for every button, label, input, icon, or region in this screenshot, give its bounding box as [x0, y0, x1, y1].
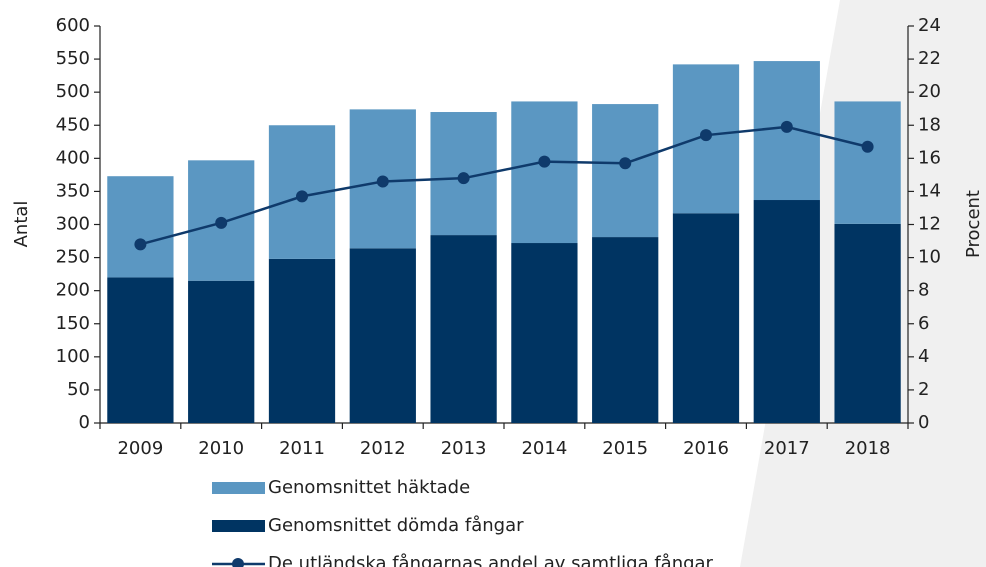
- legend-marker: [232, 558, 244, 567]
- y-tick-label: 50: [67, 379, 90, 400]
- y-tick-label: 550: [56, 48, 90, 69]
- y2-tick-label: 4: [918, 346, 929, 367]
- y2-tick-label: 6: [918, 313, 929, 334]
- line-point: [376, 175, 389, 188]
- x-tick-label: 2013: [441, 438, 487, 459]
- x-tick-label: 2016: [683, 438, 729, 459]
- y2-tick-label: 22: [918, 48, 941, 69]
- y-tick-label: 200: [56, 280, 90, 301]
- y2-tick-label: 18: [918, 114, 941, 135]
- bar: [834, 223, 901, 423]
- legend-label: Genomsnittet häktade: [268, 477, 470, 498]
- x-tick-label: 2015: [602, 438, 648, 459]
- line-point: [134, 238, 147, 251]
- y2-tick-label: 20: [918, 81, 941, 102]
- y-tick-label: 350: [56, 180, 90, 201]
- bar: [511, 101, 578, 244]
- y2-tick-label: 16: [918, 147, 941, 168]
- x-tick-label: 2011: [279, 438, 325, 459]
- bar: [107, 277, 174, 423]
- y2-axis-label: Procent: [963, 190, 984, 258]
- y-tick-label: 150: [56, 313, 90, 334]
- line: [140, 125, 868, 246]
- y-tick-label: 300: [56, 214, 90, 235]
- bar: [511, 243, 578, 423]
- legend-swatch: [212, 482, 265, 494]
- legend-label: Genomsnittet dömda fångar: [268, 515, 524, 536]
- line-point: [457, 172, 470, 185]
- y-tick-label: 400: [56, 147, 90, 168]
- x-tick-label: 2009: [117, 438, 163, 459]
- line-point: [619, 157, 632, 170]
- bar: [834, 101, 901, 224]
- bar: [753, 200, 820, 423]
- x-tick-label: 2012: [360, 438, 406, 459]
- y-tick-label: 500: [56, 81, 90, 102]
- y2-tick-label: 12: [918, 214, 941, 235]
- legend-label: De utländska fångarnas andel av samtliga…: [268, 553, 714, 567]
- bar: [430, 235, 497, 423]
- bar: [672, 213, 740, 423]
- y2-tick-label: 24: [918, 15, 941, 36]
- y2-tick-label: 8: [918, 280, 929, 301]
- x-tick-label: 2014: [521, 438, 567, 459]
- y-tick-label: 0: [79, 412, 90, 433]
- bar: [349, 248, 416, 423]
- y-tick-label: 100: [56, 346, 90, 367]
- line-point: [861, 140, 874, 153]
- y-tick-label: 250: [56, 247, 90, 268]
- line-point: [296, 190, 308, 203]
- bar: [188, 280, 255, 423]
- y-axis-label: Antal: [11, 201, 32, 248]
- x-tick-label: 2018: [845, 438, 891, 459]
- line-point: [215, 216, 228, 229]
- bar: [592, 104, 659, 238]
- bar: [107, 176, 174, 278]
- bar: [268, 258, 336, 423]
- line-point: [538, 155, 551, 168]
- y2-tick-label: 2: [918, 379, 929, 400]
- legend-swatch: [212, 520, 265, 532]
- x-tick-label: 2017: [764, 438, 810, 459]
- y2-tick-label: 0: [918, 412, 929, 433]
- y-tick-label: 600: [56, 15, 90, 36]
- line-point: [700, 129, 712, 142]
- y2-tick-label: 10: [918, 247, 941, 268]
- y2-tick-label: 14: [918, 180, 941, 201]
- bar: [592, 237, 659, 423]
- y-tick-label: 450: [56, 114, 90, 135]
- x-tick-label: 2010: [198, 438, 244, 459]
- line-point: [780, 120, 793, 133]
